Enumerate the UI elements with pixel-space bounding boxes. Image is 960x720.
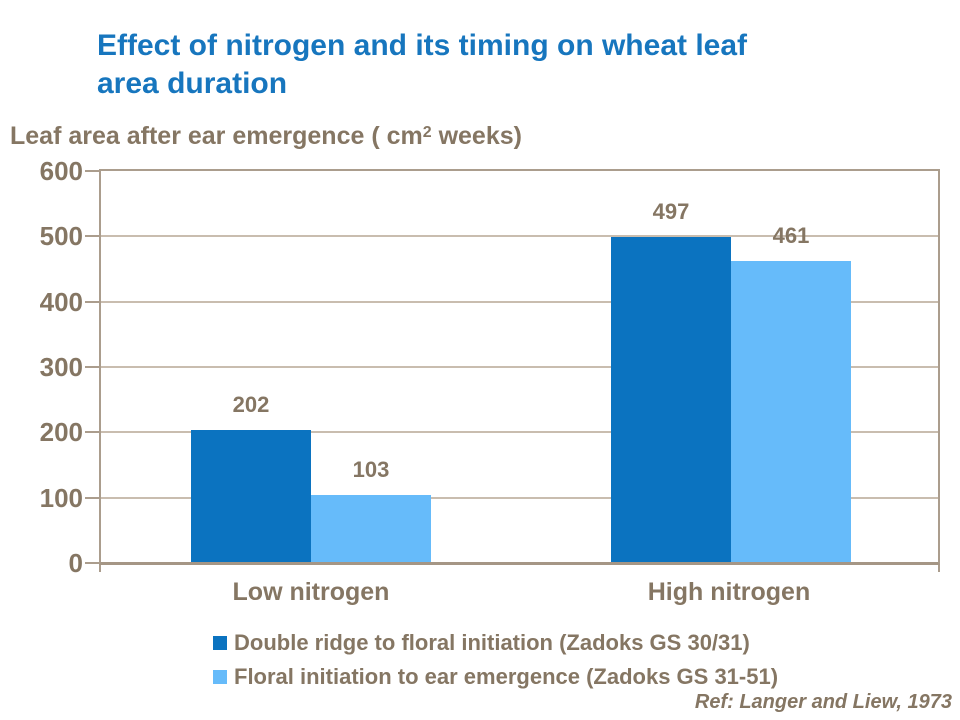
x-axis-tick-right <box>938 565 940 572</box>
ytick-mark <box>85 235 99 237</box>
gridline-300 <box>101 366 938 368</box>
gridline-500 <box>101 235 938 237</box>
gridline-100 <box>101 497 938 499</box>
legend-label-series2: Floral initiation to ear emergence (Zado… <box>234 664 779 689</box>
bar-high-nitrogen-series1 <box>611 237 731 562</box>
bar-low-nitrogen-series2 <box>311 495 431 562</box>
legend-row-series1: Double ridge to floral initiation (Zadok… <box>213 629 778 657</box>
plot-area: 202 103 497 461 <box>99 169 940 565</box>
bar-high-nitrogen-series2 <box>731 261 851 562</box>
bar-value-label-497: 497 <box>652 199 690 224</box>
ytick-label-600: 600 <box>39 156 83 186</box>
y-axis-title-superscript: 2 <box>422 124 432 141</box>
ytick-mark <box>85 301 99 303</box>
bar-low-nitrogen-series1 <box>191 430 311 562</box>
ytick-mark <box>85 497 99 499</box>
ytick-label-400: 400 <box>39 287 83 317</box>
chart-title-line1: Effect of nitrogen and its timing on whe… <box>97 29 748 62</box>
legend-marker-series2 <box>213 670 227 684</box>
x-axis-tick-left <box>99 565 101 572</box>
legend: Double ridge to floral initiation (Zadok… <box>213 629 778 697</box>
ytick-label-300: 300 <box>39 352 83 382</box>
category-label-low-nitrogen: Low nitrogen <box>232 578 390 606</box>
y-axis-title-suffix: weeks) <box>431 122 522 150</box>
legend-row-series2: Floral initiation to ear emergence (Zado… <box>213 663 778 691</box>
y-axis-title-text: Leaf area after ear emergence ( cm <box>10 122 423 150</box>
gridline-200 <box>101 431 938 433</box>
category-label-high-nitrogen: High nitrogen <box>647 578 811 606</box>
legend-label-series1: Double ridge to floral initiation (Zadok… <box>234 630 750 655</box>
ytick-mark <box>85 170 99 172</box>
bar-value-label-461: 461 <box>772 223 810 248</box>
ytick-label-200: 200 <box>39 417 83 447</box>
ytick-mark <box>85 562 99 564</box>
bar-value-label-103: 103 <box>352 457 390 482</box>
ytick-mark <box>85 366 99 368</box>
y-axis-title: Leaf area after ear emergence ( cm2 week… <box>10 122 522 151</box>
ytick-label-100: 100 <box>39 483 83 513</box>
ytick-label-0: 0 <box>68 548 83 578</box>
chart-title-line2: area duration <box>97 67 288 100</box>
ytick-mark <box>85 431 99 433</box>
ytick-label-500: 500 <box>39 221 83 251</box>
chart-title: Effect of nitrogen and its timing on whe… <box>97 27 837 103</box>
legend-marker-series1 <box>213 636 227 650</box>
gridline-400 <box>101 301 938 303</box>
bar-value-label-202: 202 <box>232 392 270 417</box>
reference-citation: Ref: Langer and Liew, 1973 <box>694 691 952 713</box>
